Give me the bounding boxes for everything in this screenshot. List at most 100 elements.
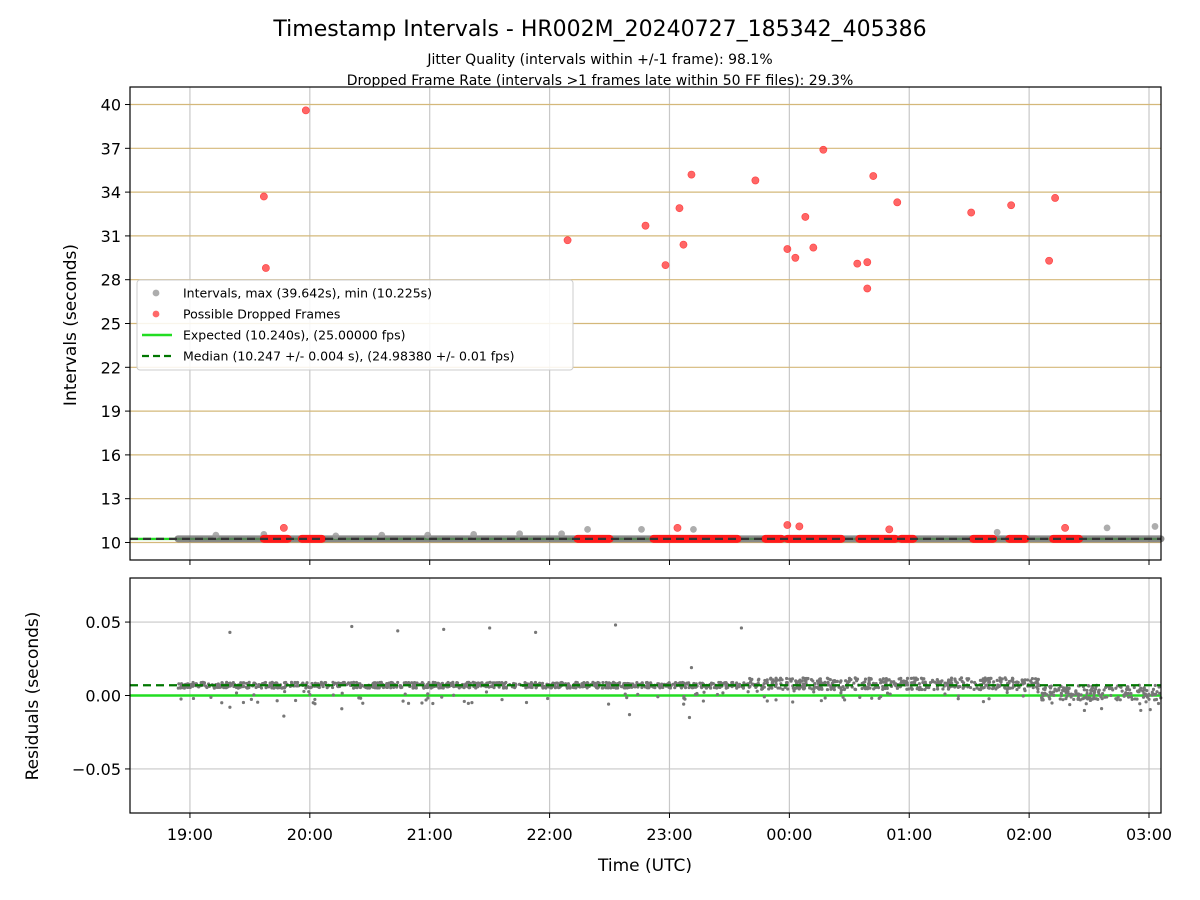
residual-point xyxy=(1105,695,1109,699)
residual-point xyxy=(687,685,691,690)
residual-point xyxy=(462,699,466,704)
residual-point xyxy=(949,678,953,682)
residual-point xyxy=(680,680,685,685)
residual-point xyxy=(760,687,764,691)
residual-point xyxy=(1129,695,1134,699)
residual-point xyxy=(1147,697,1151,701)
residual-point xyxy=(1022,681,1027,685)
residual-point xyxy=(1138,688,1142,692)
residual-point xyxy=(450,683,454,687)
residual-point xyxy=(808,686,812,690)
dropped-frame-point xyxy=(863,284,872,293)
intervals-y-axis-label: Intervals (seconds) xyxy=(61,244,81,406)
intervals-y-tick-label: 28 xyxy=(101,271,121,290)
residual-point xyxy=(252,693,256,697)
residual-outlier-point xyxy=(340,707,344,711)
dropped-frame-point xyxy=(809,243,818,252)
interval-point xyxy=(584,525,591,533)
residual-point xyxy=(364,686,368,690)
residual-point xyxy=(289,680,294,684)
residual-point xyxy=(308,686,313,690)
residual-point xyxy=(392,685,396,689)
dropped-frame-point xyxy=(1007,201,1016,210)
residual-point xyxy=(754,685,758,689)
dropped-frame-point xyxy=(791,253,800,262)
residual-point xyxy=(765,699,769,703)
residuals-plot-frame xyxy=(129,577,1162,814)
residual-point xyxy=(981,686,985,690)
residual-point xyxy=(254,685,258,690)
residual-point xyxy=(1059,691,1063,695)
residual-point xyxy=(927,685,931,690)
residual-outlier-point xyxy=(739,626,744,630)
residual-point xyxy=(958,684,962,689)
residual-point xyxy=(995,678,999,682)
residual-point xyxy=(690,686,694,690)
residual-point xyxy=(1085,691,1089,696)
residual-point xyxy=(601,686,605,690)
interval-point xyxy=(378,531,386,539)
residual-point xyxy=(635,680,639,685)
residual-point xyxy=(683,685,687,689)
residual-point xyxy=(470,701,474,705)
residual-point xyxy=(892,680,896,684)
residual-point xyxy=(1040,698,1044,702)
residual-point xyxy=(1058,697,1062,701)
dropped-frame-point xyxy=(1051,194,1060,202)
residual-point xyxy=(975,686,979,690)
residual-point xyxy=(617,681,622,685)
residual-outlier-point xyxy=(396,629,400,633)
x-tick-label: 00:00 xyxy=(766,825,812,844)
residual-point xyxy=(969,680,974,684)
residual-point xyxy=(698,681,702,685)
residual-point xyxy=(956,694,961,698)
interval-point xyxy=(690,525,697,533)
residual-point xyxy=(425,683,429,687)
residual-outlier-point xyxy=(627,712,632,717)
residual-point xyxy=(1085,688,1089,693)
residual-point xyxy=(673,681,678,685)
residual-point xyxy=(331,693,335,697)
residual-point xyxy=(565,686,569,690)
residual-point xyxy=(241,700,246,705)
residual-point xyxy=(775,678,780,682)
residual-point xyxy=(708,686,713,690)
residual-point xyxy=(1092,696,1096,700)
intervals-plot-frame xyxy=(129,86,1162,561)
residual-point xyxy=(826,683,831,687)
residual-point xyxy=(605,682,610,686)
legend-marker xyxy=(152,289,160,297)
residual-point xyxy=(987,680,992,684)
residual-point xyxy=(293,680,297,685)
residual-point xyxy=(414,686,418,690)
residual-point xyxy=(1035,685,1039,689)
residual-point xyxy=(870,696,874,700)
residual-point xyxy=(190,682,194,687)
residual-point xyxy=(905,682,909,686)
residual-point xyxy=(981,700,986,704)
residual-point xyxy=(750,682,754,686)
residual-point xyxy=(1114,686,1118,690)
residual-point xyxy=(177,682,181,686)
residual-point xyxy=(402,681,406,685)
residual-point xyxy=(778,678,782,682)
residual-point xyxy=(1080,697,1085,701)
dropped-frame-point xyxy=(783,521,792,529)
residual-point xyxy=(352,680,356,684)
residual-point xyxy=(302,689,306,694)
residual-outlier-point xyxy=(689,665,694,670)
residual-point xyxy=(823,680,827,684)
residual-point xyxy=(1126,691,1130,696)
residual-point xyxy=(915,677,920,682)
residual-point xyxy=(1097,692,1101,696)
residual-point xyxy=(645,686,649,690)
residual-point xyxy=(702,690,706,694)
residual-point xyxy=(1059,694,1063,698)
residual-point xyxy=(504,686,509,690)
residual-point xyxy=(847,676,852,680)
residual-point xyxy=(785,676,789,681)
residual-point xyxy=(179,697,183,701)
residual-point xyxy=(1144,700,1148,704)
residual-point xyxy=(800,685,804,689)
residual-point xyxy=(921,680,925,685)
